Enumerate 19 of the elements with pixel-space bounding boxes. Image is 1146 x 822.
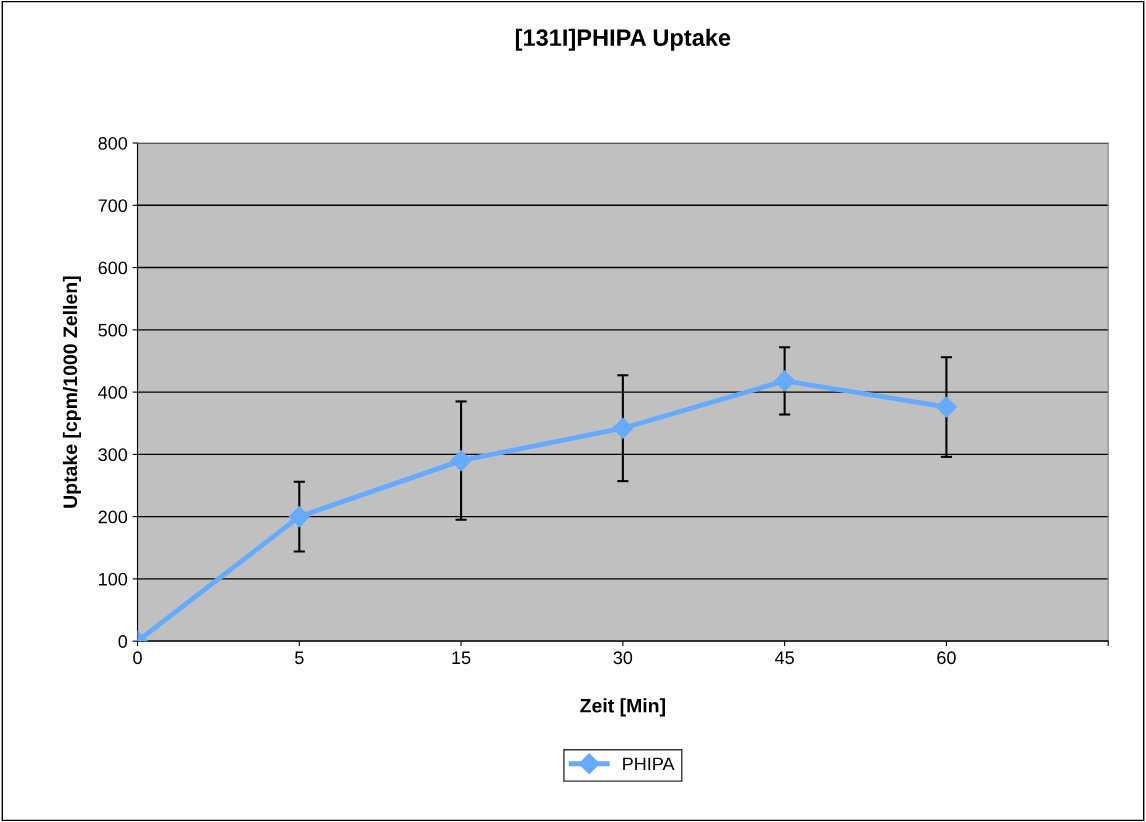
x-tick-label: 0 (133, 651, 142, 665)
y-tick-label: 0 (118, 635, 128, 648)
y-tick-label: 300 (98, 448, 128, 462)
y-tick-label: 400 (98, 386, 128, 399)
x-axis-title: Zeit [Min] (580, 698, 665, 717)
x-tick-label: 15 (452, 651, 471, 665)
y-tick-label: 100 (99, 572, 128, 586)
y-tick-label: 500 (98, 323, 128, 337)
y-axis-title: Uptake [cpm/1000 Zellen] (62, 276, 82, 508)
y-tick-label: 800 (98, 136, 128, 150)
y-tick-label: 200 (98, 510, 128, 524)
x-tick-label: 45 (775, 651, 794, 665)
x-tick-label: 60 (937, 651, 956, 665)
y-tick-label: 700 (98, 199, 128, 213)
legend-label: PHIPA (623, 757, 675, 771)
x-tick-label: 30 (613, 651, 633, 665)
x-tick-label: 5 (295, 651, 304, 665)
y-tick-label: 600 (98, 261, 128, 275)
chart-title: [131I]PHIPA Uptake (515, 28, 731, 51)
